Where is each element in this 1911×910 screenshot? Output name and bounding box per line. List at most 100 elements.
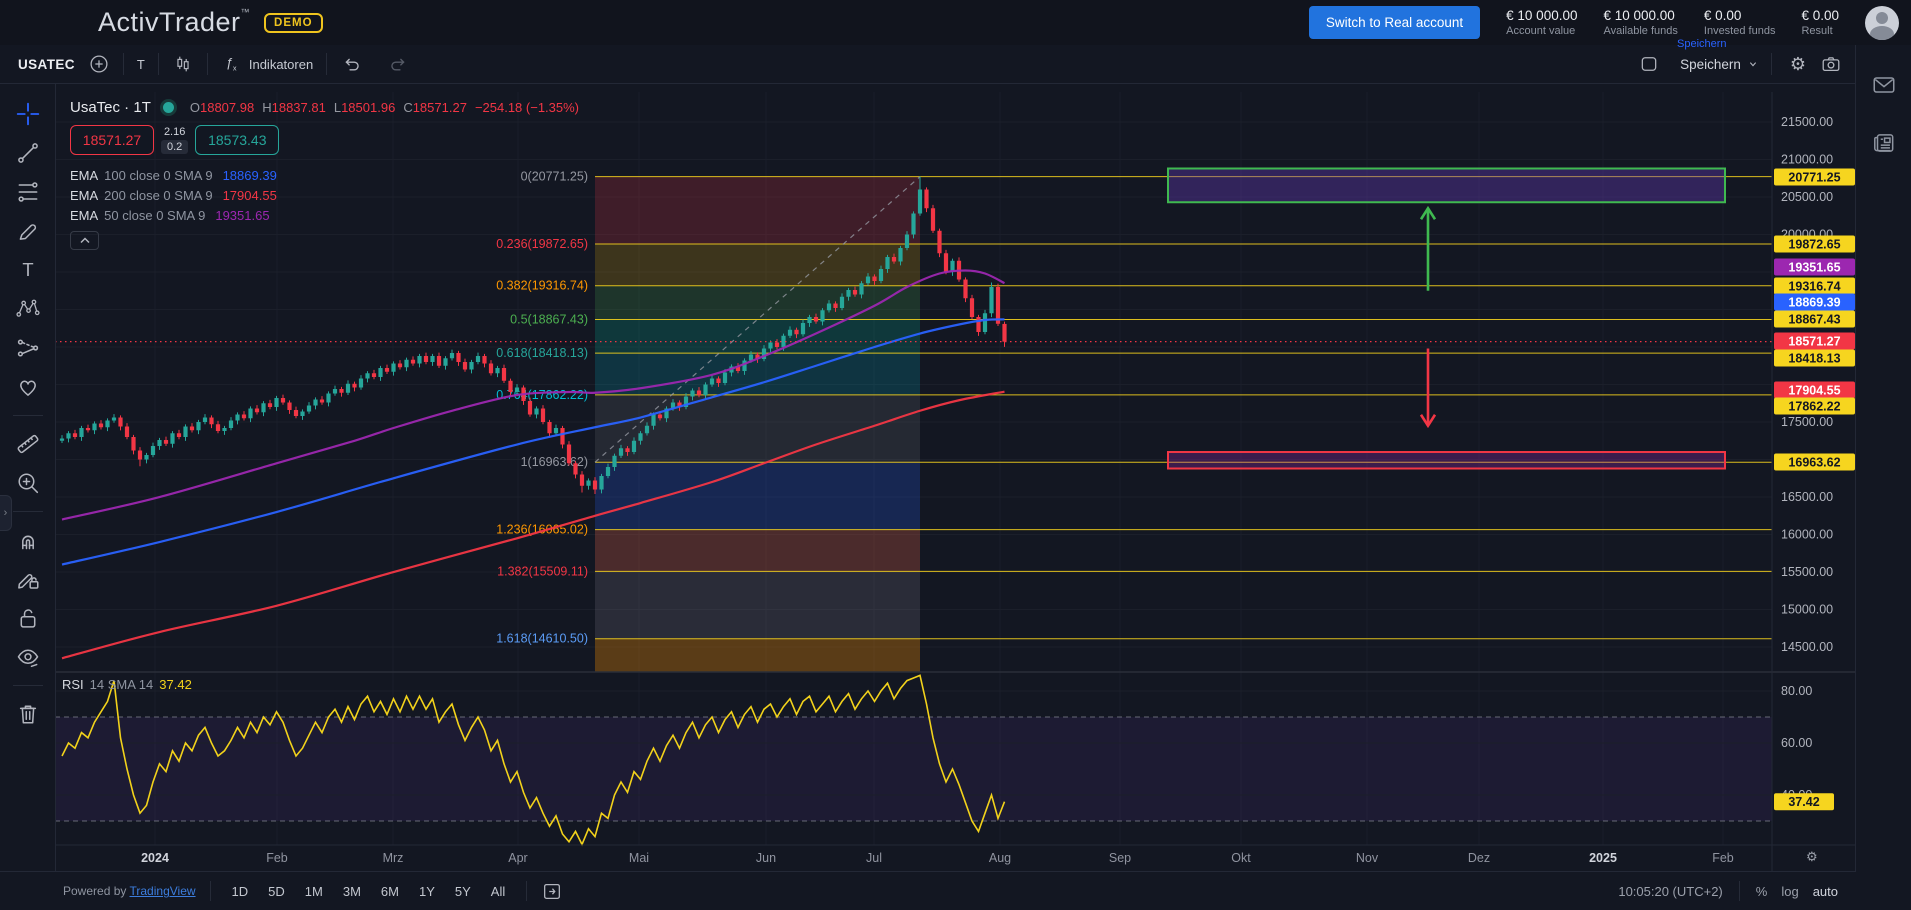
svg-text:Aug: Aug xyxy=(989,851,1011,865)
svg-text:1(16963.62): 1(16963.62) xyxy=(521,455,588,469)
sell-button[interactable]: 18571.27 xyxy=(70,125,154,155)
clock-label: 10:05:20 (UTC+2) xyxy=(1618,883,1723,899)
account-stats: € 10 000.00 Account value € 10 000.00 Avail… xyxy=(1506,8,1839,37)
chart-settings-button[interactable]: ⚙ xyxy=(1782,54,1814,75)
toolbar-divider xyxy=(206,53,208,75)
account-stat: € 10 000.00 Available funds xyxy=(1603,8,1677,37)
tool-zoom-in[interactable] xyxy=(10,466,46,500)
indicator-row[interactable]: EMA 50 close 0 SMA 9 19351.65 xyxy=(70,205,579,225)
tool-xabcd-pattern[interactable] xyxy=(10,292,46,326)
toolbar-divider xyxy=(122,53,124,75)
svg-text:T: T xyxy=(22,259,33,280)
tool-fib-retracement[interactable] xyxy=(10,175,46,209)
ohlc-key: O xyxy=(189,100,200,115)
indicator-row[interactable]: EMA 100 close 0 SMA 9 18869.39 xyxy=(70,165,579,185)
svg-text:15500.00: 15500.00 xyxy=(1781,565,1833,579)
tool-trend-line[interactable] xyxy=(10,136,46,170)
tool-delete[interactable] xyxy=(10,697,46,731)
range-button-5y[interactable]: 5Y xyxy=(454,883,471,899)
svg-text:Mai: Mai xyxy=(629,851,649,865)
svg-text:0(20771.25): 0(20771.25) xyxy=(521,170,588,184)
svg-text:15000.00: 15000.00 xyxy=(1781,603,1833,617)
chart-legend: UsaTec · 1T O18807.98 H18837.81 L18501.96 C… xyxy=(70,99,579,250)
chevron-up-icon xyxy=(79,237,90,244)
range-button-1m[interactable]: 1M xyxy=(304,883,323,899)
svg-text:Jun: Jun xyxy=(756,851,776,865)
screenshot-button[interactable] xyxy=(1814,53,1856,75)
tool-magnet[interactable] xyxy=(10,523,46,557)
svg-text:16500.00: 16500.00 xyxy=(1781,490,1833,504)
calendar-icon xyxy=(544,883,561,899)
tool-brush[interactable] xyxy=(10,214,46,248)
save-layout-checkbox[interactable] xyxy=(1626,54,1672,74)
save-button[interactable]: Speichern xyxy=(1680,56,1741,72)
lock-drawings-icon xyxy=(17,574,39,589)
range-button-3m[interactable]: 3M xyxy=(342,883,361,899)
avatar[interactable] xyxy=(1865,5,1899,40)
zoom-in-icon xyxy=(17,473,38,494)
mail-button[interactable] xyxy=(1866,69,1902,101)
range-button-all[interactable]: All xyxy=(490,883,506,899)
tradingview-link[interactable]: TradingView xyxy=(129,884,196,898)
svg-text:14500.00: 14500.00 xyxy=(1781,640,1833,654)
svg-text:21500.00: 21500.00 xyxy=(1781,115,1833,129)
ohlc-value: 18571.27 xyxy=(412,100,467,115)
svg-text:0.236(19872.65): 0.236(19872.65) xyxy=(496,237,588,251)
svg-text:19872.65: 19872.65 xyxy=(1788,238,1840,252)
timeframe-button[interactable]: T xyxy=(136,56,145,72)
rsi-legend[interactable]: RSI 14 SMA 14 37.42 xyxy=(62,677,192,692)
toolbar-divider xyxy=(1770,53,1772,75)
svg-text:Dez: Dez xyxy=(1468,851,1490,865)
svg-text:18867.43: 18867.43 xyxy=(1788,313,1840,327)
goto-date-button[interactable] xyxy=(541,880,563,902)
demo-badge: DEMO xyxy=(264,12,323,33)
tool-text[interactable]: T xyxy=(10,253,46,287)
log-scale-toggle[interactable]: log xyxy=(1781,883,1799,899)
indicator-row[interactable]: EMA 200 close 0 SMA 9 17904.55 xyxy=(70,185,579,205)
rsi-params: 14 SMA 14 xyxy=(89,677,154,692)
auto-scale-toggle[interactable]: auto xyxy=(1812,883,1838,899)
tool-forecast[interactable] xyxy=(10,331,46,365)
spread-value: 0.2 xyxy=(161,140,189,154)
symbol-title[interactable]: UsaTec · 1T xyxy=(70,99,151,116)
range-button-6m[interactable]: 6M xyxy=(380,883,399,899)
chart-type-button[interactable] xyxy=(159,53,207,75)
indicator-rows: EMA 100 close 0 SMA 9 18869.39 EMA 200 close… xyxy=(70,165,579,225)
legend-collapse-button[interactable] xyxy=(70,231,99,250)
range-button-1d[interactable]: 1D xyxy=(231,883,249,899)
news-button[interactable] xyxy=(1866,127,1902,159)
app-header: ActivTrader™ DEMO Switch to Real account… xyxy=(0,0,1911,46)
time-axis-settings[interactable]: ⚙ xyxy=(1806,849,1818,864)
xabcd-pattern-icon xyxy=(15,299,40,317)
plus-circle-icon xyxy=(90,55,108,73)
switch-to-real-button[interactable]: Switch to Real account xyxy=(1308,6,1481,39)
fib-retracement-icon xyxy=(17,182,38,202)
ohlc-key: L xyxy=(333,100,342,115)
tool-lock-drawings[interactable] xyxy=(10,562,46,596)
tool-emoji[interactable] xyxy=(10,370,46,404)
indicator-name: EMA xyxy=(70,207,99,223)
indicator-name: EMA xyxy=(70,167,99,183)
buy-button[interactable]: 18573.43 xyxy=(195,125,280,155)
symbol-button[interactable]: USATEC xyxy=(18,56,75,72)
stat-label: Available funds xyxy=(1603,25,1678,37)
tool-ruler[interactable] xyxy=(10,427,46,461)
range-buttons: 1D 5D 1M 3M 6M 1Y 5Y All xyxy=(225,880,513,903)
range-button-1y[interactable]: 1Y xyxy=(418,883,435,899)
hide-drawings-icon xyxy=(17,649,38,668)
watchlist-expand-tab[interactable]: › xyxy=(0,495,12,531)
stat-value: € 0.00 xyxy=(1703,8,1742,23)
svg-text:20771.25: 20771.25 xyxy=(1788,171,1840,185)
tool-lock[interactable] xyxy=(10,601,46,635)
compare-add-button[interactable] xyxy=(75,53,123,75)
undo-button[interactable] xyxy=(327,53,375,75)
percent-scale-toggle[interactable]: % xyxy=(1755,883,1768,899)
tool-hide-drawings[interactable] xyxy=(10,640,46,674)
chevron-down-icon[interactable] xyxy=(1745,56,1761,72)
redo-button[interactable] xyxy=(375,53,423,75)
range-button-5d[interactable]: 5D xyxy=(268,883,285,899)
tool-crosshair[interactable] xyxy=(10,97,46,131)
indicator-params: 100 close 0 SMA 9 xyxy=(104,167,213,183)
